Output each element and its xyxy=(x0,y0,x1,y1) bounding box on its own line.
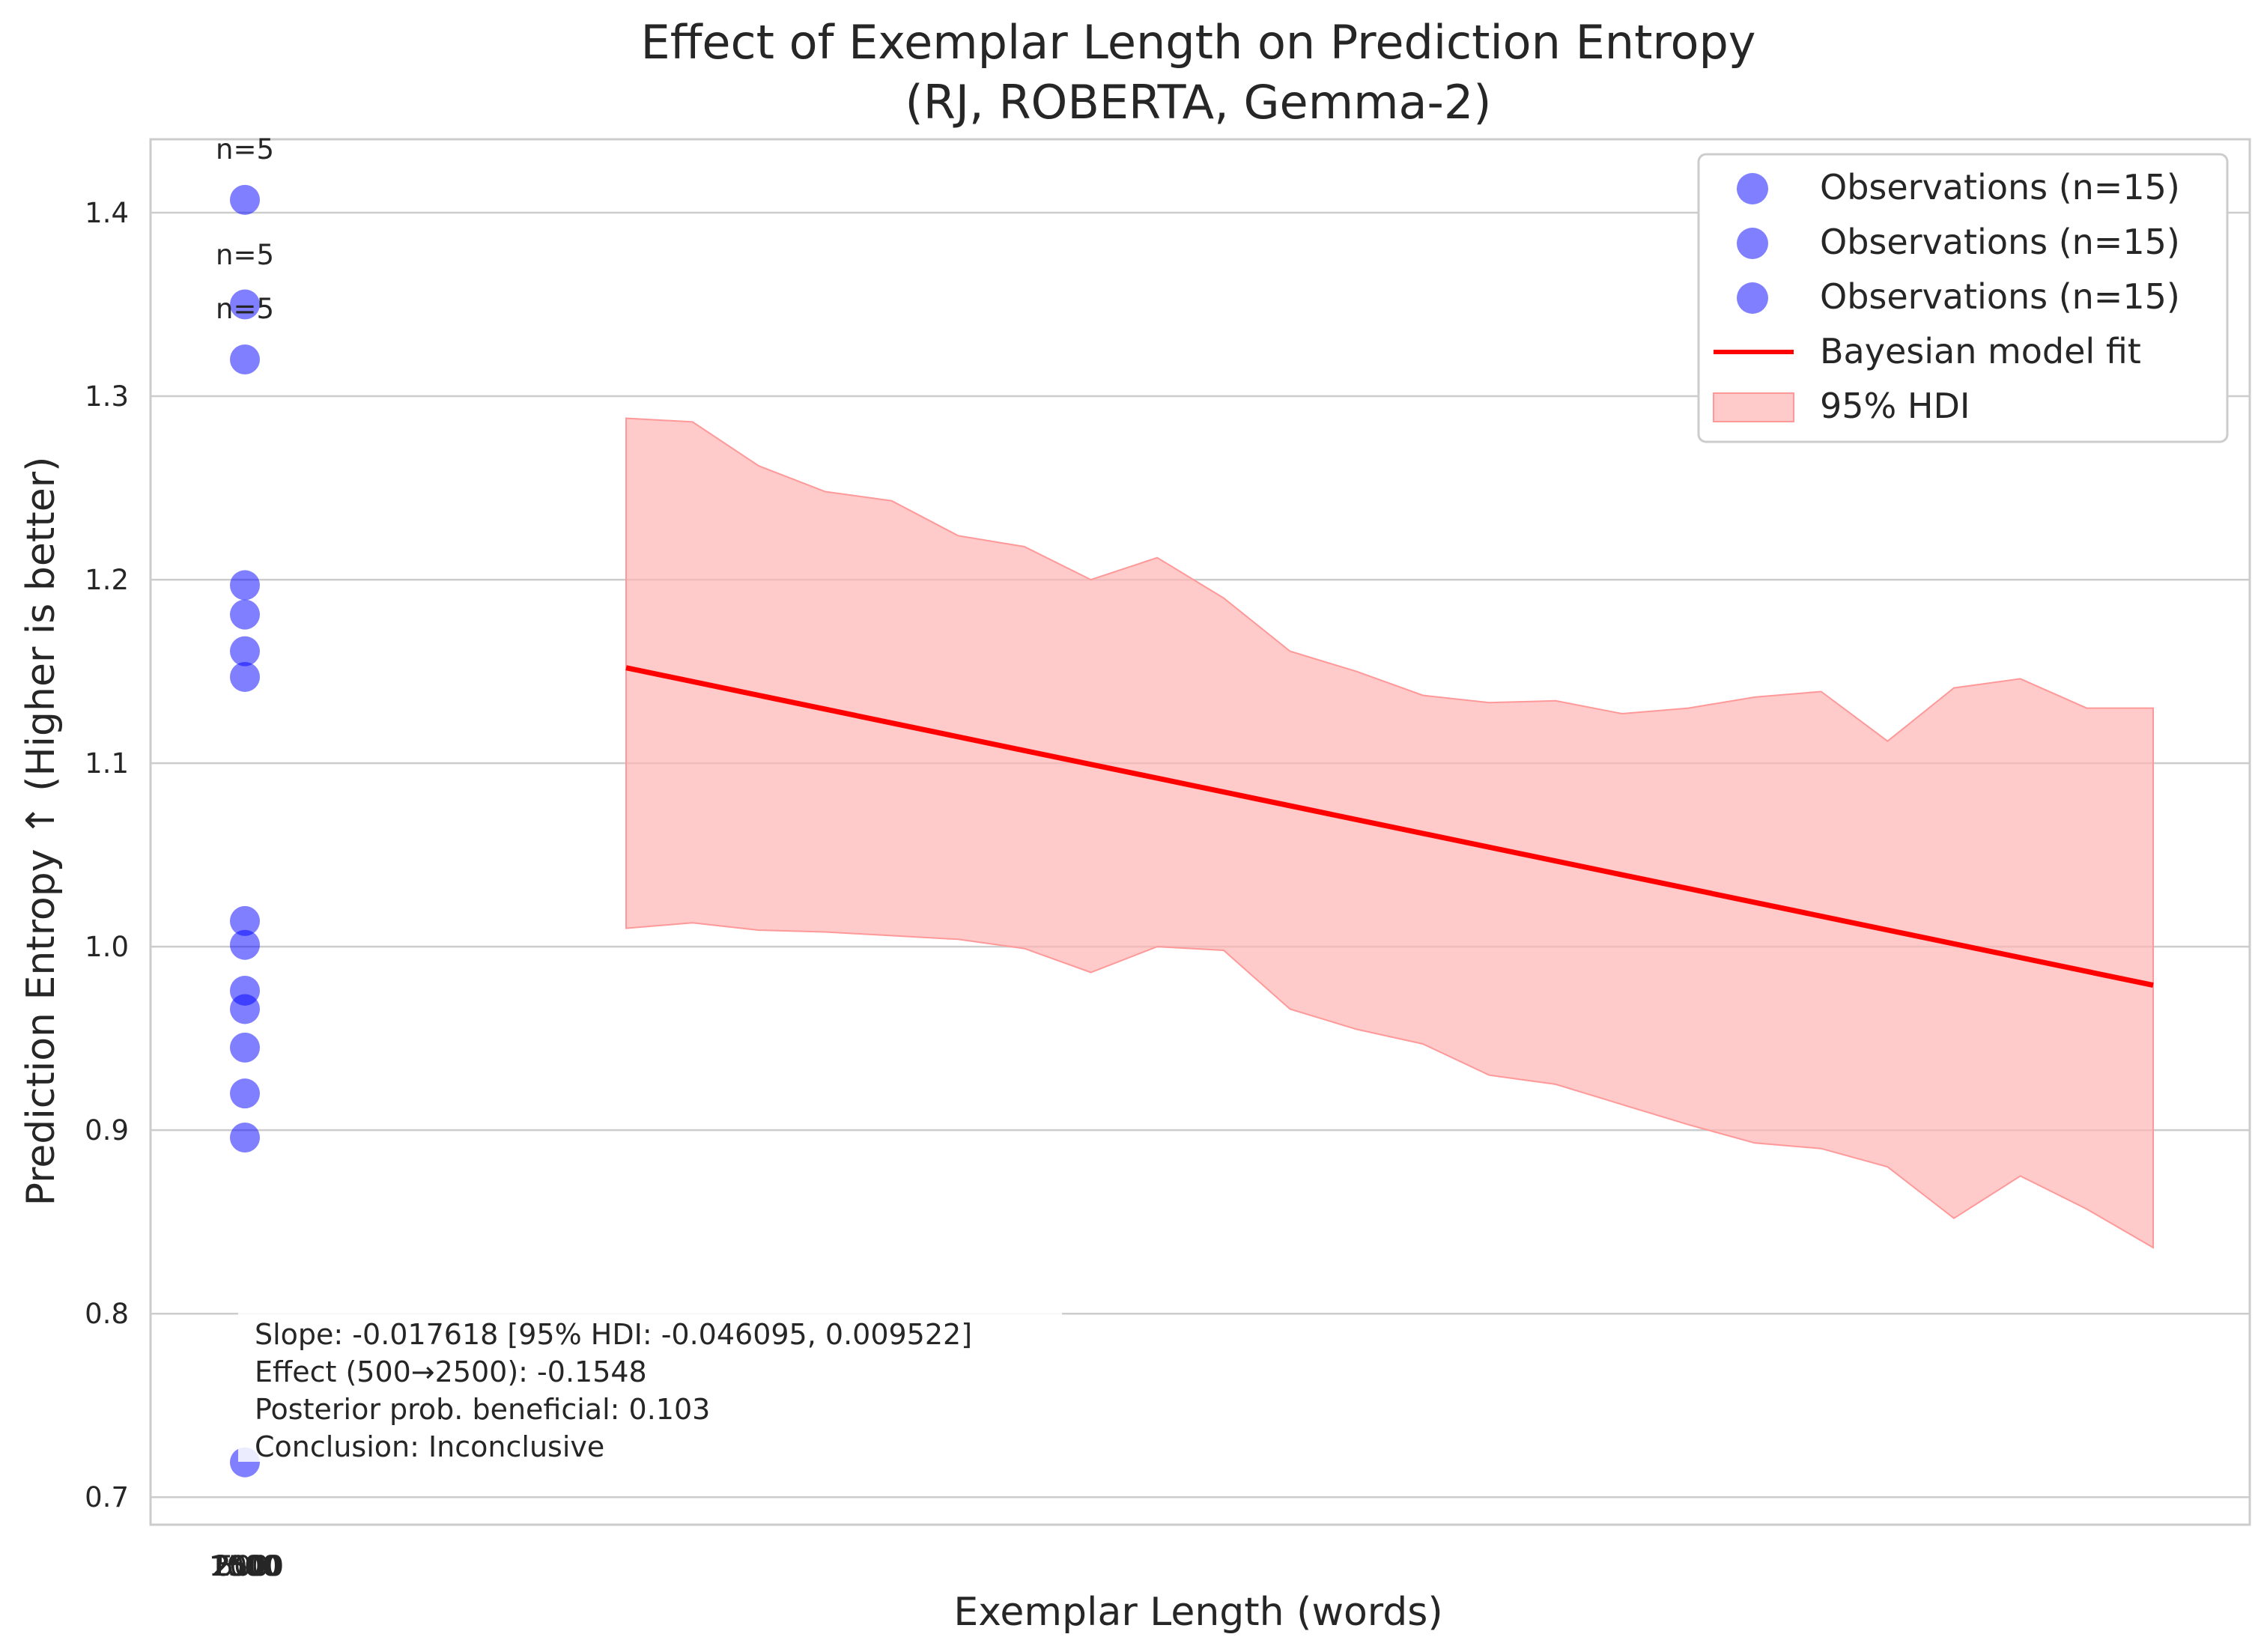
chart-subtitle: (RJ, ROBERTA, Gemma-2) xyxy=(905,75,1492,130)
legend-marker-obs-2 xyxy=(1737,228,1768,259)
count-label-1: n=5 xyxy=(216,133,274,165)
observation-points xyxy=(230,184,260,1478)
stats-annotation: Slope: -0.017618 [95% HDI: -0.046095, 0.… xyxy=(238,1312,1062,1463)
y-tick-label: 1.0 xyxy=(85,931,129,963)
hdi-band-layer xyxy=(625,417,2154,1249)
y-tick-label: 1.1 xyxy=(85,747,129,780)
x-axis-label: Exemplar Length (words) xyxy=(953,1590,1442,1635)
y-tick-label: 0.9 xyxy=(85,1114,129,1147)
x-tick-label: 2000 xyxy=(212,1550,282,1582)
y-tick-label: 1.4 xyxy=(85,197,129,229)
stats-box xyxy=(238,1312,1062,1462)
legend: Observations (n=15) Observations (n=15) … xyxy=(1697,153,2229,443)
y-tick-label: 1.2 xyxy=(85,564,129,596)
observation-point xyxy=(230,929,260,960)
y-tick-label: 0.7 xyxy=(85,1481,129,1513)
x-tick-label: 1500 xyxy=(210,1550,281,1582)
legend-marker-obs-3 xyxy=(1737,282,1768,314)
observation-point xyxy=(230,905,260,936)
x-tick-label: 500 xyxy=(216,1550,270,1582)
fit-line xyxy=(625,665,2154,989)
observation-point xyxy=(230,344,260,375)
legend-label-obs-1: Observations (n=15) xyxy=(1820,167,2180,207)
x-tick-label: 2500 xyxy=(213,1550,284,1582)
stats-posterior: Posterior prob. beneficial: 0.103 xyxy=(255,1393,710,1426)
observation-point xyxy=(230,636,260,666)
y-tick-label: 1.3 xyxy=(85,380,129,413)
x-tick-label: 1000 xyxy=(209,1550,279,1582)
observation-point xyxy=(230,184,260,215)
observation-point xyxy=(230,599,260,630)
chart-title: Effect of Exemplar Length on Prediction … xyxy=(641,15,1756,70)
plot-area xyxy=(149,138,2251,1526)
observation-point xyxy=(230,661,260,692)
stats-conclusion: Conclusion: Inconclusive xyxy=(255,1430,604,1463)
y-axis-label: Prediction Entropy ↑ (Higher is better) xyxy=(19,457,64,1206)
count-label-3: n=5 xyxy=(216,293,274,325)
fit-line-layer xyxy=(625,665,2154,989)
hdi-band xyxy=(625,417,2154,1249)
observation-point xyxy=(230,1078,260,1109)
legend-marker-obs-1 xyxy=(1737,173,1768,204)
observation-point xyxy=(230,994,260,1024)
observation-point xyxy=(230,1032,260,1063)
stats-slope: Slope: -0.017618 [95% HDI: -0.046095, 0.… xyxy=(255,1318,972,1351)
legend-label-obs-2: Observations (n=15) xyxy=(1820,222,2180,262)
observation-point xyxy=(230,570,260,601)
legend-label-obs-3: Observations (n=15) xyxy=(1820,276,2180,317)
count-label-2: n=5 xyxy=(216,239,274,271)
observation-point xyxy=(230,1122,260,1153)
legend-marker-hdi xyxy=(1713,392,1794,422)
legend-box xyxy=(1697,153,2229,443)
observation-point xyxy=(230,289,260,320)
y-tick-labels: 0.7 0.8 0.9 1.0 1.1 1.2 1.3 1.4 xyxy=(85,197,129,1513)
stats-effect: Effect (500→2500): -0.1548 xyxy=(255,1355,647,1388)
y-tick-label: 0.8 xyxy=(85,1298,129,1330)
legend-label-hdi: 95% HDI xyxy=(1820,386,1970,426)
legend-label-fit: Bayesian model fit xyxy=(1820,331,2141,371)
